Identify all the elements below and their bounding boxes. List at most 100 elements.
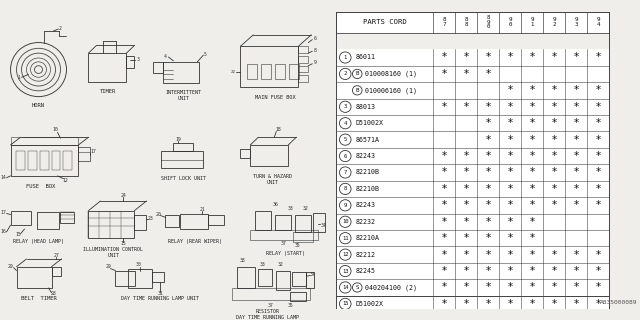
Text: 29: 29 [106,264,111,269]
Bar [336,115,609,132]
Text: 38: 38 [239,258,245,263]
Circle shape [339,52,351,63]
Bar [336,12,609,33]
Text: *: * [595,184,600,194]
Text: *: * [442,69,447,79]
Text: *: * [529,299,534,309]
Text: 82210A: 82210A [355,235,380,241]
Text: *: * [573,102,579,112]
Text: *: * [463,217,468,227]
Text: 9: 9 [314,60,317,65]
Text: 10: 10 [342,219,349,224]
Bar [237,267,255,288]
Bar [40,151,49,170]
Text: 24: 24 [120,193,126,198]
Bar [88,211,134,238]
Text: 33: 33 [287,206,293,211]
Text: ILLUMINATION CONTROL
UNIT: ILLUMINATION CONTROL UNIT [83,247,143,258]
Text: 8
9
0: 8 9 0 [486,15,490,29]
Text: *: * [552,52,557,62]
Circle shape [339,298,351,309]
Text: 9
4: 9 4 [596,17,600,27]
Text: HORN: HORN [32,103,45,108]
Text: *: * [573,200,579,210]
Text: *: * [595,52,600,62]
Bar [336,246,609,263]
Bar [336,213,609,230]
Text: 17: 17 [1,210,6,215]
Text: *: * [595,200,600,210]
Text: SHIFT LOCK UNIT: SHIFT LOCK UNIT [161,176,206,181]
Text: *: * [529,118,534,128]
Bar [10,145,79,176]
Text: 15: 15 [15,232,21,237]
Text: *: * [573,266,579,276]
Text: *: * [552,118,557,128]
Text: 4: 4 [164,53,167,59]
Text: *: * [463,184,468,194]
Bar [336,164,609,181]
Text: 33: 33 [259,262,265,267]
Text: *: * [463,250,468,260]
Text: *: * [529,52,534,62]
Text: *: * [508,85,513,95]
Text: 9
1: 9 1 [531,17,534,27]
Bar [336,82,609,99]
Text: *: * [463,200,468,210]
Text: 8
7: 8 7 [442,17,446,27]
Bar [152,273,164,282]
Text: 7: 7 [344,170,347,175]
Circle shape [339,101,351,112]
Bar [232,288,310,300]
Text: *: * [463,167,468,178]
Text: *: * [442,217,447,227]
Text: *: * [529,250,534,260]
Text: BELT  TIMER: BELT TIMER [20,296,56,301]
Bar [255,211,271,230]
Text: *: * [529,217,534,227]
Bar [292,273,307,286]
Circle shape [353,283,362,292]
Text: *: * [595,118,600,128]
Text: *: * [508,184,513,194]
Text: 9
3: 9 3 [574,17,578,27]
Text: 12: 12 [342,252,349,257]
Bar [165,215,179,227]
Text: *: * [442,102,447,112]
Text: 35: 35 [287,303,293,308]
Text: *: * [573,250,579,260]
Text: *: * [573,184,579,194]
Text: *: * [573,52,579,62]
Text: 82212: 82212 [355,252,375,258]
Circle shape [339,265,351,276]
Text: *: * [529,135,534,145]
Text: INTERMITTENT
UNIT: INTERMITTENT UNIT [165,90,202,101]
Text: *: * [442,52,447,62]
Bar [289,64,300,79]
Text: 82243: 82243 [355,153,375,159]
Text: 10: 10 [52,127,58,132]
Bar [209,215,225,225]
Text: *: * [595,266,600,276]
Text: *: * [442,167,447,178]
Text: 9
0: 9 0 [508,17,512,27]
Text: *: * [508,52,513,62]
Bar [36,212,58,229]
Bar [336,132,609,148]
Text: 32: 32 [277,262,283,267]
Text: 16: 16 [1,229,6,234]
Text: *: * [529,102,534,112]
Text: D51002X: D51002X [355,301,383,307]
Bar [61,212,74,223]
Bar [336,66,609,82]
Text: *: * [442,299,447,309]
Text: *: * [486,69,491,79]
Text: 9
2: 9 2 [552,17,556,27]
Text: RELAY (START): RELAY (START) [266,251,305,256]
Bar [298,46,308,53]
Text: 13: 13 [342,268,349,274]
Text: *: * [486,233,491,243]
Text: *: * [529,233,534,243]
Text: 3: 3 [344,104,347,109]
Bar [276,270,291,290]
